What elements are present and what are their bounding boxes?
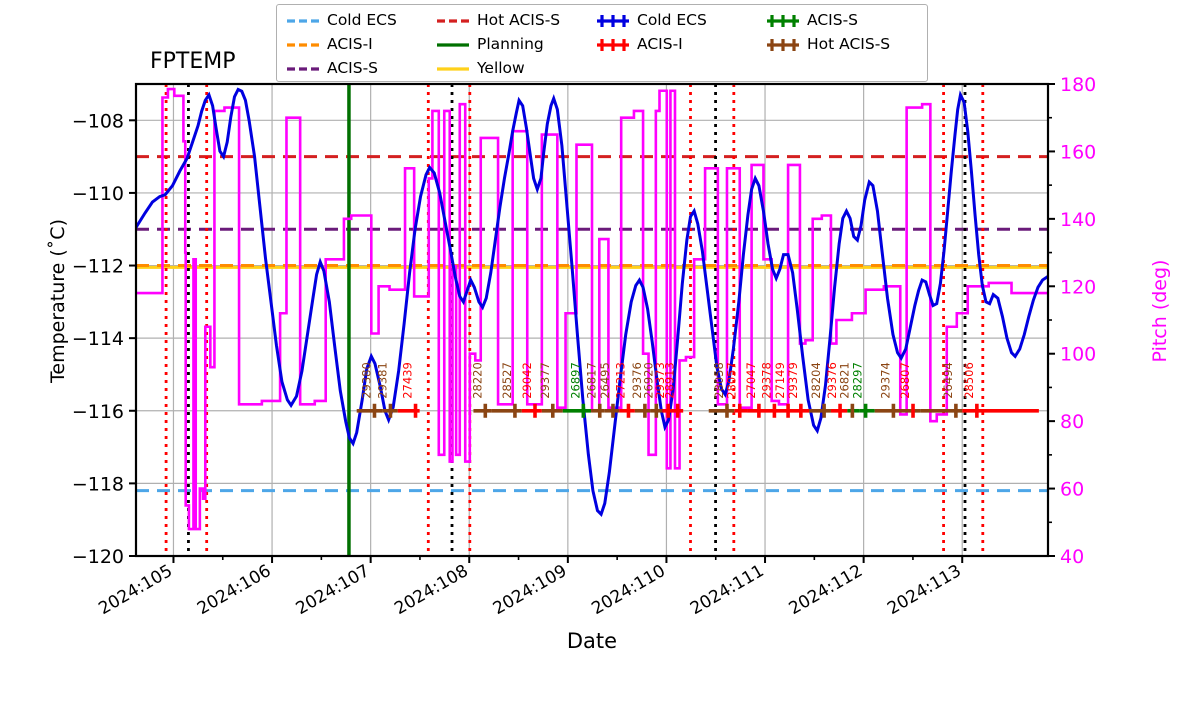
obsid-label-28058: 28058	[712, 362, 726, 399]
legend-item-empty	[595, 56, 765, 80]
xtick-label-2024:111: 2024:111	[687, 561, 768, 619]
obsid-label-26821: 26821	[837, 362, 851, 399]
y-axis-label-temperature: Temperature (˚C)	[47, 219, 69, 383]
ytick-label-left-5: −118	[72, 473, 124, 495]
ytick-label-right-6: 160	[1060, 141, 1096, 163]
legend-item-acis-s-limit[interactable]: ACIS-S	[285, 56, 435, 80]
xtick-label-2024:109: 2024:109	[490, 561, 571, 619]
obsid-label-26897: 26897	[568, 362, 582, 399]
xtick-label-2024:113: 2024:113	[884, 561, 965, 619]
legend-item-cold-ecs-limit[interactable]: Cold ECS	[285, 8, 435, 32]
legend-swatch	[287, 67, 319, 71]
legend-item-hot-acis-s-series[interactable]: Hot ACIS-S	[765, 32, 935, 56]
obsid-label-29378: 29378	[759, 362, 773, 399]
legend-item-hot-acis-s-limit[interactable]: Hot ACIS-S	[435, 8, 595, 32]
ytick-label-left-1: −110	[72, 183, 124, 205]
obsid-label-26495: 26495	[598, 362, 612, 399]
chart-title: FPTEMP	[150, 49, 236, 74]
legend-item-acis-i-limit[interactable]: ACIS-I	[285, 32, 435, 56]
xtick-label-2024:108: 2024:108	[391, 561, 472, 619]
legend-label: Cold ECS	[327, 11, 397, 29]
obsid-label-29376: 29376	[630, 362, 644, 399]
ytick-label-right-1: 60	[1060, 479, 1084, 501]
legend-item-empty	[765, 56, 935, 80]
xtick-label-2024:106: 2024:106	[194, 561, 275, 619]
ytick-label-left-2: −112	[72, 256, 124, 278]
legend-label: Cold ECS	[637, 11, 707, 29]
obsid-label-28297: 28297	[851, 362, 865, 399]
legend-item-planning-limit[interactable]: Planning	[435, 32, 595, 56]
legend-label: Planning	[477, 35, 544, 53]
obsid-label-28220: 28220	[470, 362, 484, 399]
obsid-label-27149: 27149	[773, 362, 787, 399]
legend-swatch	[767, 39, 799, 51]
ytick-label-right-3: 100	[1060, 344, 1096, 366]
ytick-label-left-3: −114	[72, 328, 124, 350]
legend-label: ACIS-S	[327, 59, 378, 77]
xtick-label-2024:110: 2024:110	[588, 561, 669, 619]
ytick-label-right-2: 80	[1060, 411, 1084, 433]
legend-label: Hot ACIS-S	[477, 11, 561, 29]
legend-swatch	[767, 15, 799, 27]
ytick-label-left-4: −116	[72, 401, 124, 423]
legend-swatch	[437, 67, 469, 71]
legend-label: ACIS-I	[637, 35, 683, 53]
ytick-label-right-7: 180	[1060, 74, 1096, 96]
obsid-label-26807: 26807	[898, 362, 912, 399]
legend-swatch	[597, 39, 629, 51]
y-axis-label-pitch: Pitch (deg)	[1149, 259, 1171, 363]
obsid-label-26494: 26494	[941, 362, 955, 399]
obsid-label-28057: 28057	[725, 362, 739, 399]
obsid-label-28506: 28506	[962, 362, 976, 399]
legend-item-yellow-limit[interactable]: Yellow	[435, 56, 595, 80]
legend-swatch	[287, 19, 319, 23]
obsid-label-29381: 29381	[375, 362, 389, 399]
legend-item-acis-s-series[interactable]: ACIS-S	[765, 8, 935, 32]
legend-swatch	[437, 43, 469, 47]
obsid-label-29379: 29379	[786, 362, 800, 399]
chart-legend: Cold ECS Hot ACIS-S Cold ECS ACIS-S ACIS-I Pl…	[276, 4, 928, 82]
legend-label: ACIS-S	[807, 11, 858, 29]
obsid-label-28527: 28527	[500, 362, 514, 399]
obsid-label-29376: 29376	[825, 362, 839, 399]
ytick-label-left-6: −120	[72, 546, 124, 568]
xtick-label-2024:105: 2024:105	[95, 561, 176, 619]
obsid-label-27047: 27047	[744, 362, 758, 399]
legend-swatch	[287, 43, 319, 47]
ytick-label-right-5: 140	[1060, 209, 1096, 231]
ytick-label-right-0: 40	[1060, 546, 1084, 568]
x-axis-label: Date	[567, 629, 617, 653]
obsid-label-29042: 29042	[520, 362, 534, 399]
legend-label: ACIS-I	[327, 35, 373, 53]
obsid-label-29374: 29374	[878, 362, 892, 399]
ytick-label-left-0: −108	[72, 110, 124, 132]
obsid-label-27213: 27213	[613, 362, 627, 399]
legend-item-acis-i-series[interactable]: ACIS-I	[595, 32, 765, 56]
ytick-label-right-4: 120	[1060, 276, 1096, 298]
xtick-label-2024:107: 2024:107	[293, 561, 374, 619]
legend-label: Hot ACIS-S	[807, 35, 891, 53]
xtick-label-2024:112: 2024:112	[786, 561, 867, 619]
obsid-label-28204: 28204	[809, 362, 823, 399]
legend-swatch	[437, 19, 469, 23]
obsid-label-29380: 29380	[359, 362, 373, 399]
obsid-label-26817: 26817	[585, 362, 599, 399]
fptemp-trace	[136, 87, 1048, 518]
obsid-label-26920: 26920	[641, 362, 655, 399]
legend-item-cold-ecs-series[interactable]: Cold ECS	[595, 8, 765, 32]
obsid-label-28913: 28913	[663, 362, 677, 399]
legend-label: Yellow	[477, 59, 525, 77]
obsid-label-27439: 27439	[401, 362, 415, 399]
obsid-label-29377: 29377	[538, 362, 552, 399]
legend-swatch	[597, 15, 629, 27]
obsid-label-29373: 29373	[653, 362, 667, 399]
